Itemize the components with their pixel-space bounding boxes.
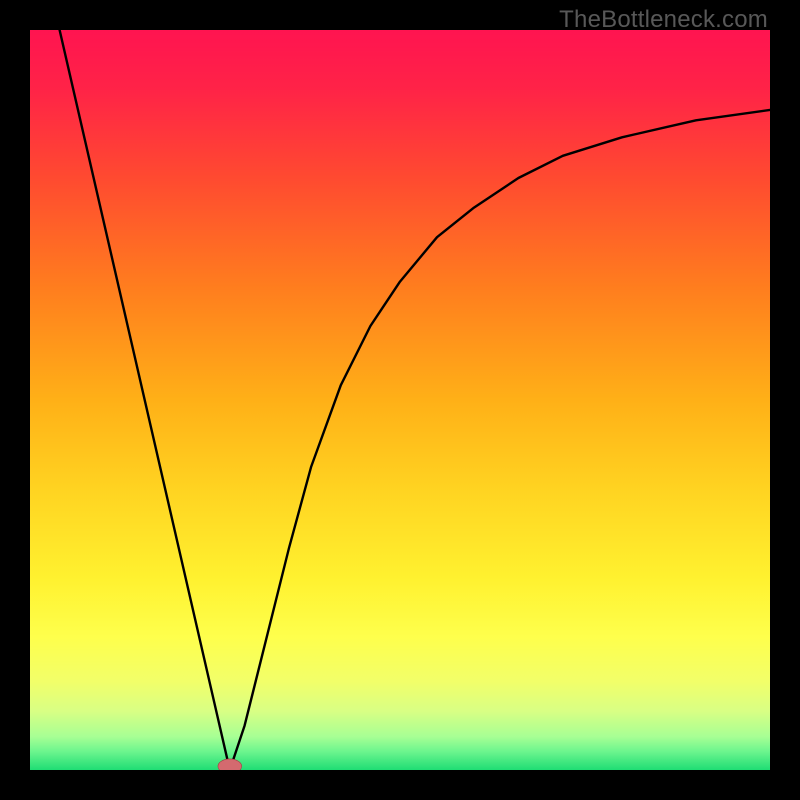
plot-area [30, 30, 770, 770]
plot-svg [30, 30, 770, 770]
watermark-text: TheBottleneck.com [559, 6, 768, 34]
gradient-background [30, 30, 770, 770]
chart-frame: TheBottleneck.com [0, 0, 800, 800]
